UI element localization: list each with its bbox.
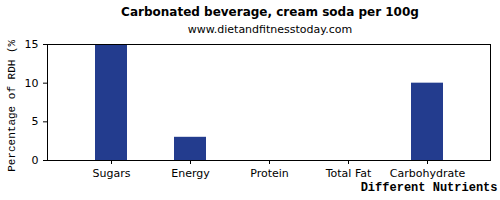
html-text:Carbonated beverage, cream sod: Carbonated beverage, cream soda per 100g	[121, 5, 419, 19]
svg-text:Sugars: Sugars	[93, 167, 131, 180]
svg-text:Total Fat: Total Fat	[325, 167, 372, 180]
svg-text:Different Nutrients: Different Nutrients	[361, 181, 498, 195]
svg-text:Carbohydrate: Carbohydrate	[390, 167, 466, 180]
svg-text:15: 15	[25, 38, 39, 51]
svg-text:0: 0	[32, 154, 39, 167]
svg-text:10: 10	[25, 77, 39, 90]
svg-text:5: 5	[32, 115, 39, 128]
html-text:www.dietandfitnesstoday.com: www.dietandfitnesstoday.com	[187, 23, 353, 36]
svg-text:Percentage of RDH (%): Percentage of RDH (%)	[6, 38, 18, 172]
svg-text:Protein: Protein	[250, 167, 289, 180]
svg-text:Energy: Energy	[171, 167, 210, 180]
